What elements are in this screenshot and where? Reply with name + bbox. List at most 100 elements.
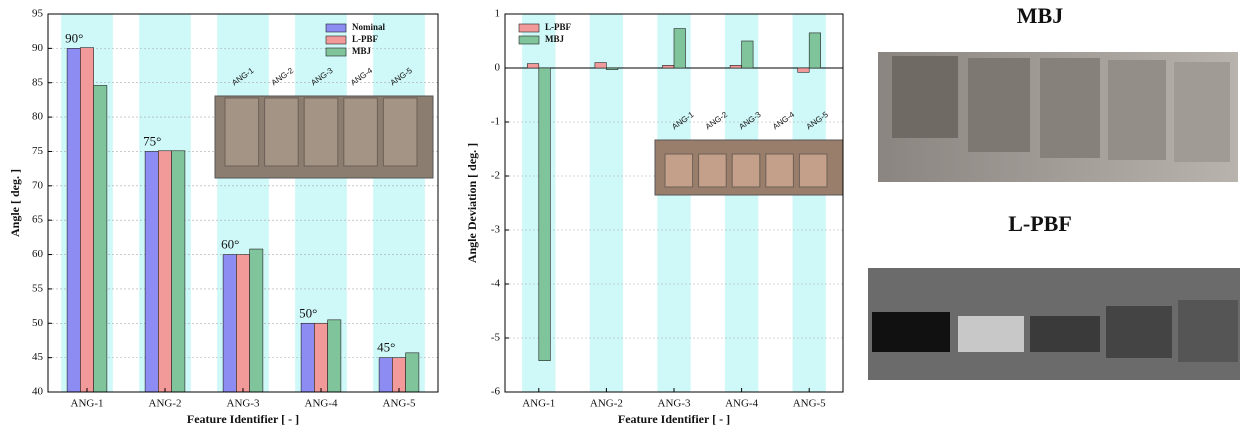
lpbf-part <box>1106 306 1172 358</box>
y-tick-label: 70 <box>32 179 44 191</box>
bar <box>236 255 249 392</box>
bar <box>595 63 606 68</box>
bar <box>606 68 617 70</box>
x-tick-label: ANG-3 <box>227 398 260 410</box>
bar <box>663 65 674 68</box>
inset-part <box>383 98 417 166</box>
bar <box>798 68 809 72</box>
x-tick-label: ANG-5 <box>793 398 826 410</box>
legend-swatch <box>326 48 346 56</box>
inset-part <box>732 154 760 187</box>
inset-part <box>799 154 827 187</box>
y-axis-label: Angle [ deg. ] <box>8 169 22 237</box>
inset-label: ANG-2 <box>270 66 296 88</box>
bar <box>314 323 327 392</box>
y-axis-label: Angle Deviation [ deg. ] <box>465 143 479 263</box>
inset-part <box>699 154 727 187</box>
inset-part <box>225 98 259 166</box>
y-tick-label: 80 <box>32 111 44 123</box>
mbj-part <box>1108 60 1166 160</box>
y-tick-label: -6 <box>491 386 501 398</box>
lpbf-part <box>958 316 1024 352</box>
bar <box>145 151 158 392</box>
inset-part <box>766 154 794 187</box>
bar <box>539 68 550 361</box>
x-tick-label: ANG-1 <box>522 398 555 410</box>
bar <box>527 64 538 68</box>
annotation: 45° <box>377 340 395 355</box>
annotation: 90° <box>65 30 83 45</box>
category-band <box>590 14 623 392</box>
bar <box>406 353 419 392</box>
y-tick-label: 50 <box>32 317 44 329</box>
category-band <box>373 14 425 392</box>
bar <box>742 41 753 68</box>
page: MBJ L-PBF 40 45 50 55 60 65 70 75 80 85 90 95 ANG-1 A… <box>0 0 1244 428</box>
image-title: L-PBF <box>1008 211 1072 236</box>
y-tick-label: 55 <box>32 282 44 294</box>
lpbf-part <box>1178 300 1238 362</box>
bar <box>392 358 405 392</box>
legend-label: L-PBF <box>545 22 572 32</box>
y-tick-label: -1 <box>491 116 500 128</box>
image-title: MBJ <box>1017 3 1063 28</box>
inset-part <box>304 98 338 166</box>
y-tick-label: 0 <box>495 62 501 74</box>
category-band <box>725 14 758 392</box>
bar <box>172 151 185 392</box>
y-tick-label: 65 <box>32 214 44 226</box>
y-tick-label: 40 <box>32 386 44 398</box>
bar <box>158 151 171 392</box>
bar <box>223 255 236 392</box>
legend-label: L-PBF <box>352 34 379 44</box>
bar <box>94 85 107 392</box>
y-tick-label: 85 <box>32 76 44 88</box>
lpbf-part <box>872 312 950 352</box>
x-tick-label: ANG-4 <box>725 398 758 410</box>
inset-part <box>265 98 299 166</box>
y-tick-label: -2 <box>491 170 500 182</box>
bar <box>80 48 93 392</box>
mbj-part <box>892 56 958 138</box>
bar <box>67 48 80 392</box>
x-tick-label: ANG-3 <box>658 398 691 410</box>
legend-swatch <box>519 24 539 32</box>
legend-swatch <box>326 24 346 32</box>
x-tick-label: ANG-2 <box>149 398 182 410</box>
annotation: 50° <box>299 305 317 320</box>
lpbf-part <box>1030 316 1100 352</box>
y-tick-label: 45 <box>32 351 44 363</box>
y-tick-label: 95 <box>32 8 44 20</box>
legend-label: MBJ <box>545 34 564 44</box>
bar <box>379 358 392 392</box>
inset-part <box>665 154 693 187</box>
figure: MBJ L-PBF 40 45 50 55 60 65 70 75 80 85 90 95 ANG-1 A… <box>0 0 1244 428</box>
legend-label: MBJ <box>352 46 371 56</box>
inset-label: ANG-4 <box>349 66 375 88</box>
bar <box>674 29 685 68</box>
y-tick-label: 90 <box>32 42 44 54</box>
y-tick-label: 60 <box>32 248 44 260</box>
mbj-part <box>1174 62 1230 162</box>
x-axis-label: Feature Identifier [ - ] <box>187 412 299 426</box>
bar <box>250 249 263 392</box>
bar <box>328 320 341 392</box>
x-tick-label: ANG-2 <box>590 398 623 410</box>
mbj-part <box>968 58 1030 152</box>
y-tick-label: 75 <box>32 145 44 157</box>
y-tick-label: -4 <box>491 278 501 290</box>
x-tick-label: ANG-5 <box>383 398 416 410</box>
y-tick-label: 1 <box>495 8 501 20</box>
legend-label: Nominal <box>352 22 386 32</box>
bar <box>809 33 820 68</box>
x-tick-label: ANG-4 <box>305 398 338 410</box>
y-tick-label: -5 <box>491 332 501 344</box>
y-tick-label: -3 <box>491 224 501 236</box>
inset-part <box>344 98 378 166</box>
mbj-part <box>1040 58 1100 158</box>
annotation: 75° <box>143 133 161 148</box>
legend-swatch <box>519 36 539 44</box>
bar <box>730 65 741 68</box>
annotation: 60° <box>221 237 239 252</box>
legend-swatch <box>326 36 346 44</box>
